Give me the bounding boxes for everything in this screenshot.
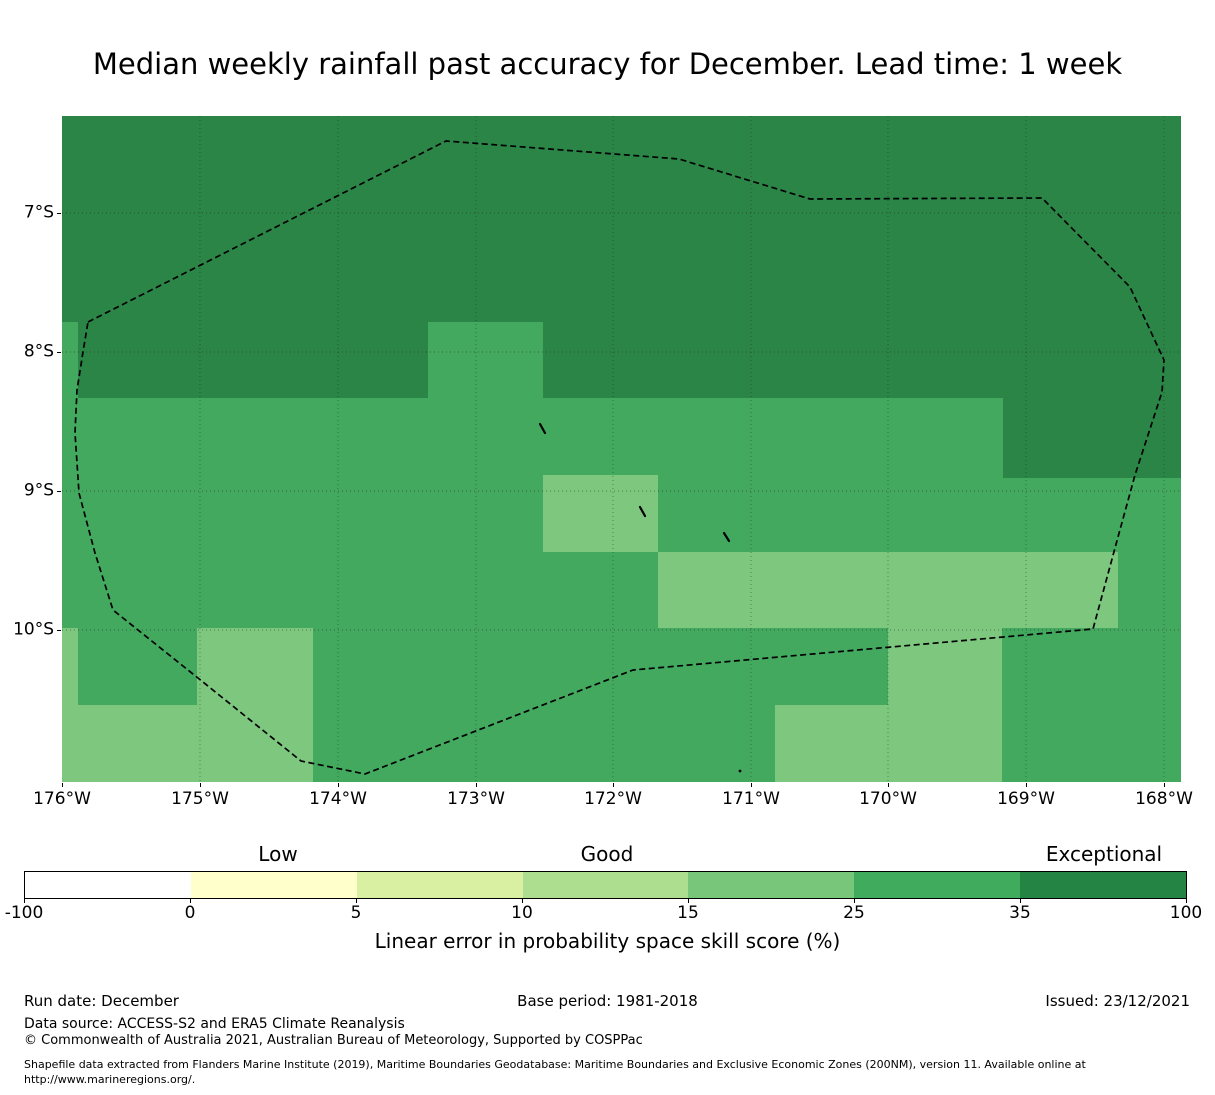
colorbar-tick-mark [190, 899, 191, 903]
map-cell-dark [62, 116, 1181, 398]
colorbar-category-label: Low [258, 842, 298, 866]
colorbar-tick-label: 5 [350, 903, 362, 923]
y-axis-tick-label: 10°S [13, 619, 54, 640]
x-axis-tick-mark [1164, 783, 1165, 787]
x-axis-tick-label: 170°W [859, 789, 917, 809]
colorbar-tick-mark [24, 899, 25, 903]
x-axis-tick-label: 174°W [309, 789, 367, 809]
colorbar-segment [688, 872, 855, 898]
issued-date-text: Issued: 23/12/2021 [1045, 992, 1190, 1010]
island-marker [638, 505, 647, 518]
x-axis-tick-mark [338, 783, 339, 787]
data-source-text: Data source: ACCESS-S2 and ERA5 Climate … [24, 1016, 405, 1032]
run-date-text: Run date: December [24, 992, 179, 1010]
colorbar-tick-mark [854, 899, 855, 903]
colorbar-tick-label: 10 [511, 903, 533, 923]
map-cell-light [658, 552, 1118, 628]
x-axis-tick-label: 176°W [33, 789, 91, 809]
x-axis-tick-mark [62, 783, 63, 787]
colorbar-tick-label: 100 [1169, 903, 1203, 923]
colorbar-axis-label: Linear error in probability space skill … [374, 929, 841, 953]
map-cell-medium [428, 322, 543, 398]
colorbar-tick-label: 25 [843, 903, 865, 923]
colorbar-segment [25, 872, 191, 898]
colorbar-category-label: Good [580, 842, 634, 866]
y-axis-tick-mark [57, 213, 61, 214]
x-axis-tick-label: 172°W [584, 789, 642, 809]
skill-map [62, 116, 1181, 782]
map-cell-dark [1003, 398, 1181, 478]
y-axis-tick-mark [57, 491, 61, 492]
map-cell-light [543, 475, 658, 552]
eez-boundary-line [74, 140, 1165, 775]
map-cell-light [888, 628, 1002, 782]
colorbar-category-label: Exceptional [1045, 842, 1163, 866]
x-axis-tick-label: 169°W [997, 789, 1055, 809]
map-cell-light [62, 628, 78, 782]
x-axis-tick-label: 171°W [722, 789, 780, 809]
colorbar-segment [854, 872, 1021, 898]
map-cell-light [78, 705, 197, 782]
y-axis-tick-mark [57, 630, 61, 631]
x-axis-tick-label: 173°W [447, 789, 505, 809]
colorbar-tick-label: 15 [677, 903, 699, 923]
colorbar-tick-label: 35 [1009, 903, 1031, 923]
island-marker [538, 422, 547, 435]
shapefile-note-line1: Shapefile data extracted from Flanders M… [24, 1058, 1086, 1071]
colorbar-tick-mark [1186, 899, 1187, 903]
colorbar-tick-mark [688, 899, 689, 903]
x-axis-tick-label: 168°W [1135, 789, 1193, 809]
y-axis-tick-label: 8°S [23, 341, 54, 362]
map-cell-medium [62, 322, 78, 398]
x-axis-tick-mark [1026, 783, 1027, 787]
base-period-text: Base period: 1981-2018 [517, 992, 698, 1010]
colorbar-segment [190, 872, 357, 898]
colorbar-segment [1020, 872, 1187, 898]
shapefile-note-line2: http://www.marineregions.org/. [24, 1073, 196, 1086]
x-axis-tick-mark [613, 783, 614, 787]
y-axis-tick-mark [57, 352, 61, 353]
y-axis-tick-label: 9°S [23, 480, 54, 501]
colorbar-tick-label: 0 [184, 903, 196, 923]
chart-title: Median weekly rainfall past accuracy for… [92, 47, 1123, 81]
x-axis-tick-mark [476, 783, 477, 787]
map-cell-light [775, 705, 888, 782]
colorbar-tick-label: -100 [4, 903, 44, 923]
colorbar-tick-mark [356, 899, 357, 903]
x-axis-tick-mark [888, 783, 889, 787]
x-axis-tick-label: 175°W [171, 789, 229, 809]
colorbar-segment [522, 872, 689, 898]
copyright-text: © Commonwealth of Australia 2021, Austra… [24, 1033, 643, 1048]
island-marker [722, 531, 731, 543]
x-axis-tick-mark [200, 783, 201, 787]
y-axis-tick-label: 7°S [23, 202, 54, 223]
colorbar [24, 871, 1187, 899]
colorbar-tick-mark [522, 899, 523, 903]
island-marker [738, 769, 742, 773]
x-axis-tick-mark [751, 783, 752, 787]
map-cell-light [197, 628, 313, 782]
colorbar-tick-mark [1020, 899, 1021, 903]
colorbar-segment [356, 872, 523, 898]
